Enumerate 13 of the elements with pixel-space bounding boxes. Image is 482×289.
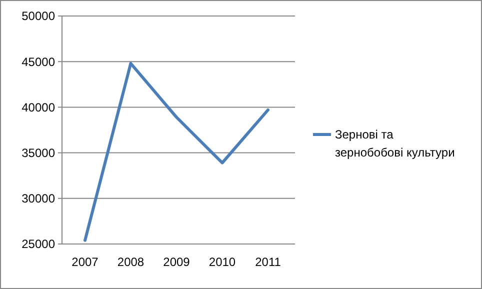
legend-label: Зернові та зернобобові культури xyxy=(335,128,455,160)
x-tick-label: 2008 xyxy=(117,255,144,269)
y-tick-label: 25000 xyxy=(22,237,56,252)
y-tick-label: 45000 xyxy=(22,54,56,69)
line-series xyxy=(84,62,270,242)
y-tick-label: 30000 xyxy=(22,192,56,206)
x-tick-label: 2011 xyxy=(255,255,282,269)
x-tick-label: 2010 xyxy=(208,255,236,269)
x-tick-label: 2009 xyxy=(163,255,190,269)
x-tick-label: 2007 xyxy=(72,255,99,269)
y-tick-label: 40000 xyxy=(22,100,56,114)
y-tick-label: 50000 xyxy=(22,9,56,24)
y-tick-label: 35000 xyxy=(22,146,56,160)
